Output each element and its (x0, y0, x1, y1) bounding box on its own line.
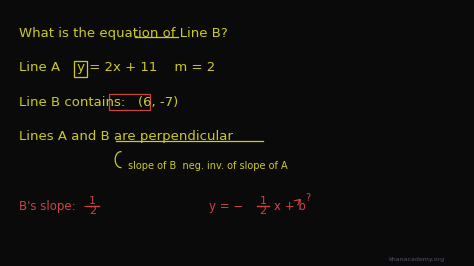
Text: What is the equation of Line B?: What is the equation of Line B? (19, 27, 228, 40)
Text: x + b: x + b (274, 200, 306, 213)
Text: y = −: y = − (209, 200, 243, 213)
Text: 2: 2 (259, 206, 267, 217)
Text: Lines A and B are perpendicular: Lines A and B are perpendicular (19, 131, 233, 143)
Text: slope of B  neg. inv. of slope of A: slope of B neg. inv. of slope of A (128, 161, 288, 171)
Text: 2: 2 (89, 206, 96, 217)
Text: 1: 1 (89, 196, 96, 206)
Text: B's slope:  −: B's slope: − (19, 200, 93, 213)
Text: 1: 1 (260, 196, 266, 206)
Text: Line B contains:   (6, -7): Line B contains: (6, -7) (19, 96, 178, 109)
Text: khanacademy.org: khanacademy.org (389, 257, 445, 262)
Text: ?: ? (306, 193, 311, 203)
Text: Line A    y = 2x + 11    m = 2: Line A y = 2x + 11 m = 2 (19, 61, 215, 74)
